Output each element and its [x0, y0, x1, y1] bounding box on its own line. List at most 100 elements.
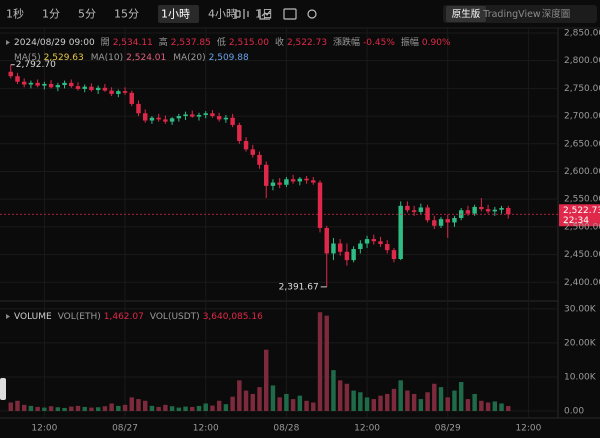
interval-button[interactable]: 15分	[114, 8, 139, 21]
scroll-handle[interactable]	[0, 378, 6, 400]
y-tick-label: 2,700.00	[564, 112, 600, 122]
legend-text: VOL(ETH)	[58, 312, 101, 322]
volume-bar	[492, 401, 498, 411]
volume-bar	[398, 380, 403, 411]
candle-body	[270, 182, 276, 186]
legend-text: 2,509.88	[209, 53, 249, 63]
candle-body	[438, 219, 444, 226]
legend-text: 0.90%	[422, 38, 451, 48]
toolbar-icons	[235, 8, 317, 20]
candle-body	[499, 208, 504, 210]
view-tab[interactable]: 深度圖	[542, 8, 571, 20]
volume-bar	[411, 393, 417, 411]
volume-bar	[297, 395, 303, 411]
volume-bar	[337, 380, 343, 411]
volume-bar	[223, 404, 229, 411]
volume-bar	[250, 393, 255, 411]
collapse-arrow[interactable]	[6, 40, 10, 45]
volume-bar	[183, 406, 188, 411]
volume-bar	[89, 407, 94, 411]
candle-body	[69, 82, 74, 87]
legend-text: 開	[101, 37, 110, 48]
legend-text: 收	[275, 36, 284, 48]
legend-text: VOLUME	[14, 312, 52, 322]
candle-body	[492, 209, 498, 212]
interval-button[interactable]: 4小時	[208, 8, 237, 21]
candle-body	[506, 207, 511, 215]
candle-body	[243, 141, 249, 150]
volume-bar	[432, 383, 437, 411]
countdown-label: 22:34	[563, 216, 589, 226]
legend-text: 2024/08/29 09:00	[14, 38, 95, 48]
candle-body	[223, 117, 229, 120]
candle-body	[190, 114, 195, 117]
view-tab[interactable]: TradingView	[482, 9, 541, 20]
x-tick-label: 12:00	[515, 424, 541, 434]
volume-bar	[109, 403, 114, 411]
candle-body	[102, 87, 108, 91]
interval-button[interactable]: 1分	[42, 8, 60, 21]
volume-bar	[156, 406, 161, 411]
candle-body	[116, 91, 121, 94]
interval-button[interactable]: 5分	[78, 8, 96, 21]
legend-text: 1,462.07	[104, 312, 144, 322]
candle-body	[35, 82, 40, 86]
volume-bar	[438, 387, 444, 411]
layout-icon[interactable]	[283, 8, 297, 20]
legend-text: 2,537.85	[171, 38, 211, 48]
volume-bar	[270, 385, 276, 411]
volume-bar	[344, 383, 350, 411]
interval-button[interactable]: 1秒	[6, 7, 24, 21]
candle-body	[257, 154, 262, 165]
x-tick-label: 08/27	[112, 424, 138, 434]
volume-bar	[371, 399, 377, 411]
volume-bar	[479, 400, 484, 411]
y-tick-label: 2,400.00	[564, 278, 600, 288]
candle-body	[452, 218, 457, 223]
volume-bar	[284, 393, 289, 411]
candle-body	[411, 210, 417, 212]
x-tick-label: 12:00	[193, 424, 219, 434]
volume-tick-label: 10.00K	[564, 372, 597, 382]
volume-bar	[391, 388, 397, 411]
draw-icon[interactable]	[259, 9, 271, 20]
x-tick-label: 08/29	[435, 424, 461, 434]
volume-bar	[129, 397, 134, 411]
volume-bar	[122, 404, 128, 411]
candle-body	[324, 227, 329, 254]
x-tick-label: 12:00	[354, 424, 380, 434]
selected-interval-box	[158, 5, 199, 23]
volume-bar	[82, 406, 87, 411]
volume-bar	[324, 315, 329, 411]
view-tab[interactable]: 原生版	[452, 8, 481, 20]
candle-body	[210, 113, 215, 117]
legend-text: MA(20)	[173, 53, 205, 63]
interval-button[interactable]: 1日	[255, 8, 273, 21]
legend-text: 漲跌幅	[333, 36, 360, 48]
volume-tick-label: 30.00K	[564, 304, 597, 314]
candle-body	[250, 149, 255, 155]
volume-bar	[425, 392, 430, 411]
volume-bar	[116, 405, 121, 411]
candle-body	[405, 205, 410, 211]
extreme-label: 2,391.67	[279, 282, 319, 292]
candle-body	[418, 207, 424, 212]
last-price-label: 2,522.73	[563, 206, 600, 216]
volume-bar	[485, 402, 491, 411]
candle-body	[264, 164, 269, 186]
volume-bar	[351, 390, 356, 411]
candle-body	[142, 113, 148, 121]
interval-button[interactable]: 1小時	[161, 8, 190, 21]
legend-text: 2,524.01	[126, 53, 166, 63]
indicator-icon[interactable]	[235, 9, 249, 19]
volume-bar	[257, 387, 262, 411]
legend-text: VOL(USDT)	[150, 312, 200, 322]
candle-body	[183, 114, 188, 117]
settings-icon[interactable]	[307, 9, 317, 19]
volume-bar	[445, 397, 450, 411]
volume-bar	[169, 406, 175, 411]
volume-bar	[28, 405, 34, 411]
candle-body	[89, 86, 94, 91]
volume-bar	[35, 406, 40, 411]
collapse-arrow[interactable]	[6, 314, 10, 319]
